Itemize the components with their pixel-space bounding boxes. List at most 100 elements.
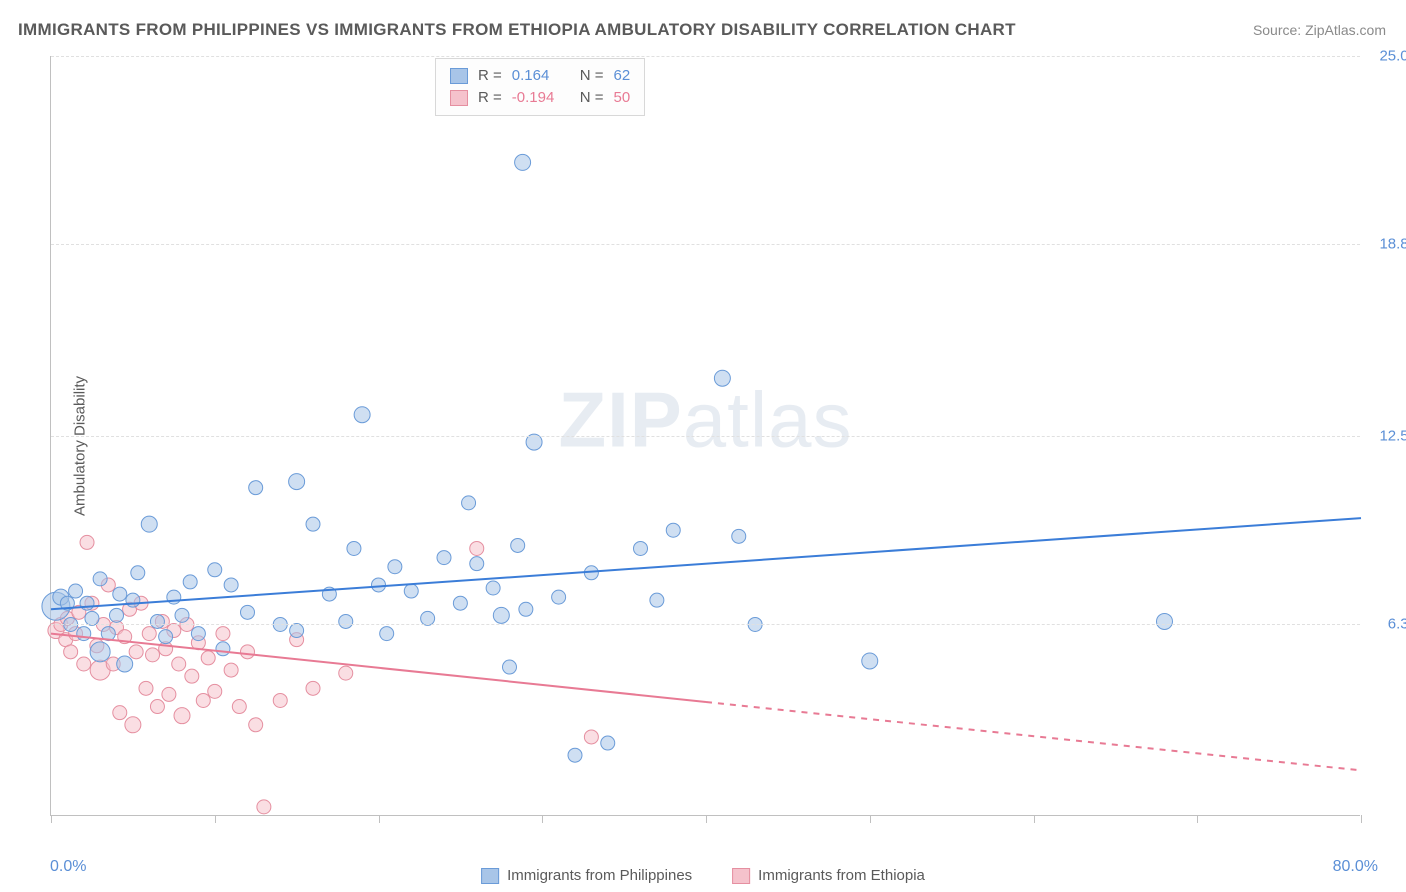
data-point [453, 596, 467, 610]
y-tick-label: 6.3% [1388, 616, 1406, 633]
n-label: N = [580, 87, 604, 109]
data-point [216, 642, 230, 656]
x-axis-max: 80.0% [1333, 858, 1378, 876]
data-point [249, 718, 263, 732]
data-point [117, 656, 133, 672]
data-point [139, 681, 153, 695]
legend-stats: R =0.164N =62R =-0.194N =50 [435, 58, 645, 116]
data-point [666, 523, 680, 537]
data-point [77, 657, 91, 671]
data-point [290, 624, 304, 638]
data-point [208, 563, 222, 577]
data-point [249, 481, 263, 495]
data-point [714, 370, 730, 386]
data-point [90, 642, 110, 662]
data-point [174, 708, 190, 724]
data-point [224, 663, 238, 677]
data-point [172, 657, 186, 671]
data-point [437, 551, 451, 565]
data-point [185, 669, 199, 683]
legend-swatch [732, 868, 750, 884]
data-point [380, 627, 394, 641]
data-point [470, 557, 484, 571]
data-point [175, 608, 189, 622]
data-point [69, 584, 83, 598]
data-point [862, 653, 878, 669]
legend-label: Immigrants from Ethiopia [758, 867, 925, 884]
data-point [196, 693, 210, 707]
n-value: 50 [614, 87, 631, 109]
data-point [568, 748, 582, 762]
data-point [85, 611, 99, 625]
data-point [224, 578, 238, 592]
data-point [511, 538, 525, 552]
chart-title: IMMIGRANTS FROM PHILIPPINES VS IMMIGRANT… [18, 20, 1016, 40]
data-point [183, 575, 197, 589]
data-point [354, 407, 370, 423]
y-tick-label: 18.8% [1379, 236, 1406, 253]
data-point [125, 717, 141, 733]
data-point [142, 627, 156, 641]
data-point [162, 687, 176, 701]
data-point [64, 645, 78, 659]
data-point [339, 666, 353, 680]
data-point [126, 593, 140, 607]
r-label: R = [478, 87, 502, 109]
data-point [131, 566, 145, 580]
data-point [146, 648, 160, 662]
data-point [129, 645, 143, 659]
legend-swatch [481, 868, 499, 884]
data-point [634, 541, 648, 555]
data-point [241, 645, 255, 659]
data-point [110, 608, 124, 622]
regression-line [51, 518, 1361, 609]
data-point [470, 541, 484, 555]
y-tick-label: 12.5% [1379, 428, 1406, 445]
data-point [421, 611, 435, 625]
data-point [462, 496, 476, 510]
data-point [306, 517, 320, 531]
data-point [113, 587, 127, 601]
y-tick-label: 25.0% [1379, 48, 1406, 65]
data-point [388, 560, 402, 574]
legend-series: Immigrants from Philippines Immigrants fr… [481, 867, 925, 884]
data-point [732, 529, 746, 543]
data-point [201, 651, 215, 665]
data-point [650, 593, 664, 607]
data-point [347, 541, 361, 555]
r-label: R = [478, 65, 502, 87]
data-point [339, 614, 353, 628]
data-point [519, 602, 533, 616]
data-point [503, 660, 517, 674]
data-point [80, 535, 94, 549]
data-point [584, 730, 598, 744]
data-point [273, 693, 287, 707]
data-point [113, 706, 127, 720]
data-point [150, 614, 164, 628]
data-point [1157, 613, 1173, 629]
source-label: Source: ZipAtlas.com [1253, 22, 1386, 38]
data-point [150, 700, 164, 714]
data-point [289, 474, 305, 490]
data-point [141, 516, 157, 532]
data-point [493, 607, 509, 623]
data-point [208, 684, 222, 698]
data-point [191, 627, 205, 641]
legend-stat-row: R =-0.194N =50 [450, 87, 630, 109]
data-point [404, 584, 418, 598]
x-axis-min: 0.0% [50, 858, 86, 876]
data-point [486, 581, 500, 595]
legend-item: Immigrants from Philippines [481, 867, 692, 884]
data-point [306, 681, 320, 695]
data-point [93, 572, 107, 586]
data-point [515, 154, 531, 170]
legend-item: Immigrants from Ethiopia [732, 867, 925, 884]
data-point [257, 800, 271, 814]
legend-swatch [450, 90, 468, 106]
n-label: N = [580, 65, 604, 87]
legend-swatch [450, 68, 468, 84]
data-point [159, 630, 173, 644]
data-point [552, 590, 566, 604]
n-value: 62 [614, 65, 631, 87]
plot-area: ZIPatlas 6.3%12.5%18.8%25.0% [50, 56, 1360, 816]
